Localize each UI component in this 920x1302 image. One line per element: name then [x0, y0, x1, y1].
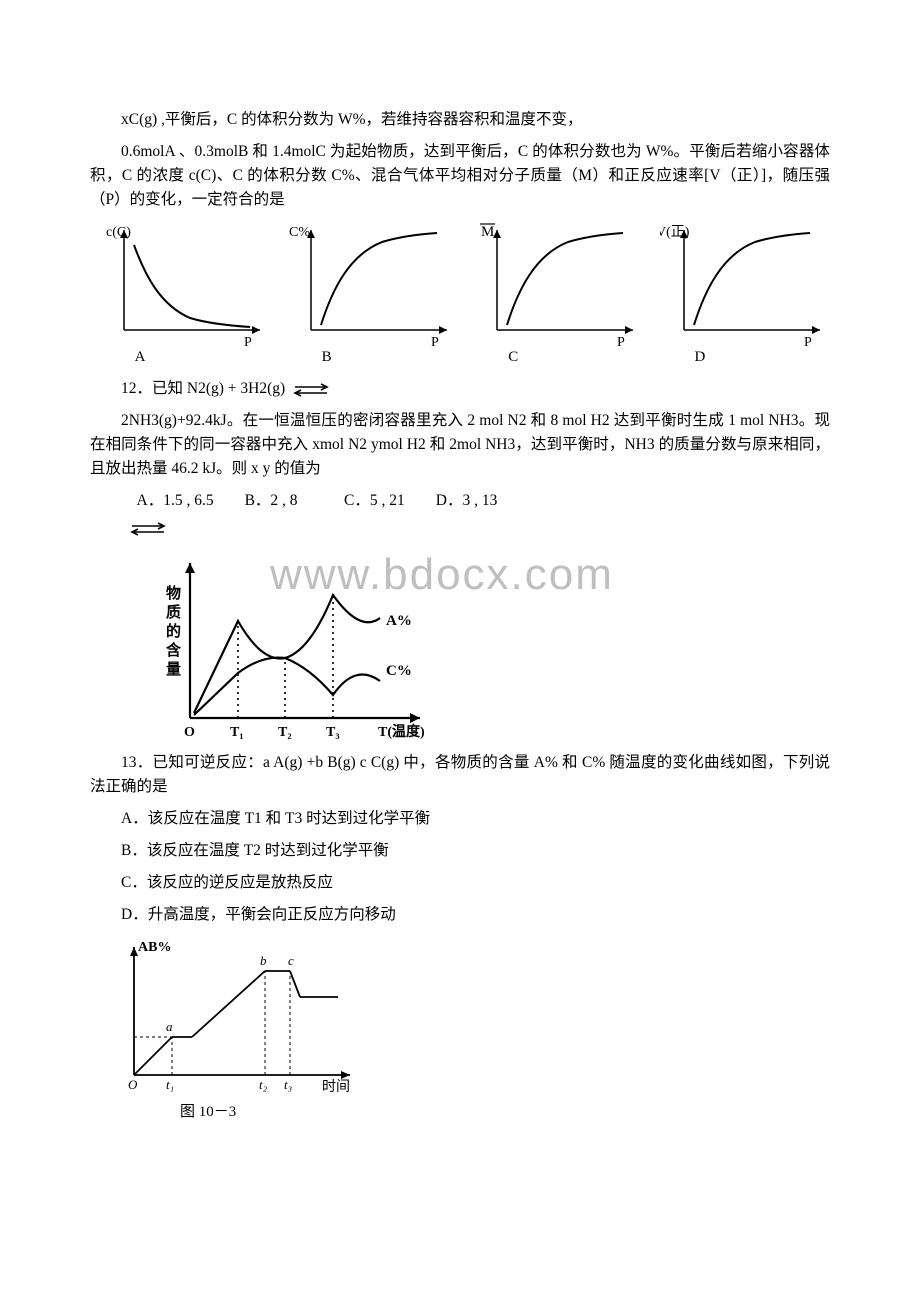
svg-text:t₁: t₁ — [166, 1077, 174, 1092]
chart-D-ylabel: V(正) — [660, 225, 690, 240]
svg-text:t₃: t₃ — [284, 1077, 292, 1092]
svg-text:T₃: T₃ — [326, 725, 340, 740]
svg-text:c: c — [288, 953, 294, 968]
chart-10-3-caption: 图 10－3 — [180, 1101, 830, 1124]
svg-text:O: O — [184, 725, 195, 740]
chart-A-curve — [134, 245, 250, 327]
equilibrium-arrow-icon-2 — [128, 521, 830, 537]
chart-D-xlabel: P — [804, 335, 812, 350]
chart-q13-wrap: www.bdocx.com 物 质 的 含 量 O T₁ T₂ T₃ T(温度) — [150, 543, 480, 743]
chart-q13-label-C: C% — [386, 663, 412, 679]
chart-D-caption: D — [570, 346, 830, 369]
svg-text:b: b — [260, 953, 267, 968]
chart-D-curve — [694, 233, 810, 325]
chart-B-curve — [321, 233, 437, 325]
svg-text:量: 量 — [166, 661, 181, 678]
svg-text:O: O — [128, 1077, 138, 1092]
chart-C-curve — [507, 233, 623, 325]
svg-text:T₂: T₂ — [278, 725, 292, 740]
q13-opt-D: D．升高温度，平衡会向正反应方向移动 — [90, 903, 830, 927]
chart-C-ylabel: M — [481, 224, 494, 240]
chart-B-ylabel: C% — [289, 225, 310, 240]
line-2: 0.6molA 、0.3molB 和 1.4molC 为起始物质，达到平衡后，C… — [90, 140, 830, 212]
svg-text:含: 含 — [166, 641, 182, 659]
line-1: xC(g) ,平衡后，C 的体积分数为 W%，若维持容器容积和温度不变， — [90, 108, 830, 132]
svg-text:T₁: T₁ — [230, 725, 244, 740]
q12-options: A．1.5 , 6.5 B．2 , 8 C．5 , 21 D．3 , 13 — [90, 489, 830, 513]
chart-10-3: AB% 时间 a b c O t₁ t₂ t₃ — [110, 935, 370, 1095]
page: xC(g) ,平衡后，C 的体积分数为 W%，若维持容器容积和温度不变， 0.6… — [0, 0, 920, 1191]
chart-10-3-wrap: AB% 时间 a b c O t₁ t₂ t₃ 图 10－3 — [110, 935, 830, 1124]
q12-stem: 12．已知 N2(g) + 3H2(g) — [90, 377, 830, 401]
q12-stem-text: 12．已知 N2(g) + 3H2(g) — [121, 380, 285, 397]
chart-10-3-ylabel: AB% — [138, 940, 171, 955]
chart-q13-xlabel: T(温度) — [378, 723, 425, 740]
chart-D: V(正) P D — [660, 220, 830, 369]
svg-text:t₂: t₂ — [259, 1077, 268, 1092]
chart-q13-curve-A — [194, 595, 380, 713]
q12-body: 2NH3(g)+92.4kJ。在一恒温恒压的密闭容器里充入 2 mol N2 和… — [90, 409, 830, 481]
chart-q13: 物 质 的 含 量 O T₁ T₂ T₃ T(温度) A% C% — [150, 543, 480, 743]
q13-opt-A: A．该反应在温度 T1 和 T3 时达到过化学平衡 — [90, 807, 830, 831]
chart-A-ylabel: c(C) — [106, 225, 131, 240]
svg-text:的: 的 — [166, 622, 181, 640]
chart-q13-label-A: A% — [386, 613, 412, 629]
equilibrium-arrow-icon — [291, 383, 331, 397]
svg-text:a: a — [166, 1019, 173, 1034]
chart-row-q11: c(C) P A C% P B — [100, 220, 830, 369]
svg-text:物: 物 — [166, 584, 181, 602]
q13-opt-B: B．该反应在温度 T2 时达到过化学平衡 — [90, 839, 830, 863]
svg-text:质: 质 — [166, 603, 181, 621]
q13-opt-C: C．该反应的逆反应是放热反应 — [90, 871, 830, 895]
chart-q13-curve-C — [194, 658, 380, 715]
chart-10-3-xlabel: 时间 — [322, 1079, 350, 1095]
q13-stem: 13．已知可逆反应：a A(g) +b B(g) c C(g) 中，各物质的含量… — [90, 751, 830, 799]
